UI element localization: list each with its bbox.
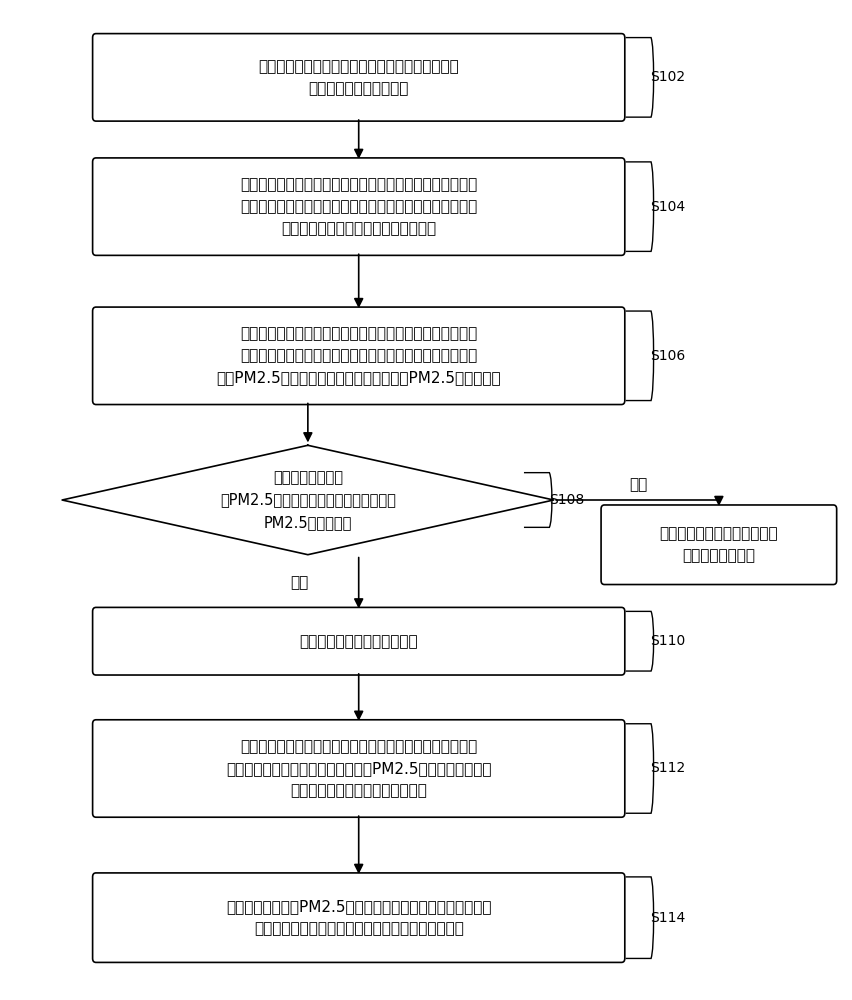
Text: 获取预设类型大气污染源的基准年污染大气排放量
和目标年污染大气排放量: 获取预设类型大气污染源的基准年污染大气排放量 和目标年污染大气排放量 bbox=[258, 59, 458, 96]
Text: S104: S104 bbox=[650, 200, 685, 214]
Text: S102: S102 bbox=[650, 70, 685, 84]
Text: 确定目标年有火电厂建设空间: 确定目标年有火电厂建设空间 bbox=[299, 634, 417, 649]
Text: 比较目标年火电厂
对PM2.5的浓度贡献和基准年对火电厂对
PM2.5的浓度贡献: 比较目标年火电厂 对PM2.5的浓度贡献和基准年对火电厂对 PM2.5的浓度贡献 bbox=[220, 470, 395, 530]
FancyBboxPatch shape bbox=[601, 505, 836, 585]
FancyBboxPatch shape bbox=[93, 307, 624, 405]
FancyBboxPatch shape bbox=[93, 34, 624, 121]
FancyBboxPatch shape bbox=[93, 720, 624, 817]
Text: S108: S108 bbox=[548, 493, 584, 507]
Text: S110: S110 bbox=[649, 634, 685, 648]
Text: S112: S112 bbox=[649, 762, 685, 776]
Text: 将基准年高时空分辨率大气源排放清单和目标年高时空分辨
率大气源排放清单分别输入空气质量模型，得到基准年火电
厂对PM2.5的浓度贡献基和目标年火电厂对PM2.5: 将基准年高时空分辨率大气源排放清单和目标年高时空分辨 率大气源排放清单分别输入空… bbox=[216, 326, 500, 386]
Text: 大于: 大于 bbox=[629, 478, 647, 493]
Text: 分别分析基准年污染大气排放量和目标年污染大气排放量的
时空分布情况，以得到基准年高时空分辨率大气源排放清单
和目标年高时空分辨率大气源排放清单: 分别分析基准年污染大气排放量和目标年污染大气排放量的 时空分布情况，以得到基准年… bbox=[239, 177, 477, 236]
FancyBboxPatch shape bbox=[93, 158, 624, 255]
Text: 目标年不存在火电建设空间，
且需要进一步减排: 目标年不存在火电建设空间， 且需要进一步减排 bbox=[659, 526, 777, 563]
Text: S106: S106 bbox=[649, 349, 685, 363]
Text: 基于目标年高时空分辨率大气源排放清单，在空气质量模型
中模拟不同情景下的目标年火电厂对PM2.5的浓度贡献，得到
对应情景下的火电厂装机容量变化: 基于目标年高时空分辨率大气源排放清单，在空气质量模型 中模拟不同情景下的目标年火… bbox=[226, 739, 491, 798]
Text: S114: S114 bbox=[649, 911, 685, 925]
Text: 当目标年火电厂对PM2.5的浓度贡献满足约束条件时，确定对
应情景下的火电厂装机容量变化为火电厂的建设空间: 当目标年火电厂对PM2.5的浓度贡献满足约束条件时，确定对 应情景下的火电厂装机… bbox=[226, 899, 491, 936]
FancyBboxPatch shape bbox=[93, 607, 624, 675]
FancyBboxPatch shape bbox=[93, 873, 624, 962]
Text: 小于: 小于 bbox=[290, 576, 308, 591]
